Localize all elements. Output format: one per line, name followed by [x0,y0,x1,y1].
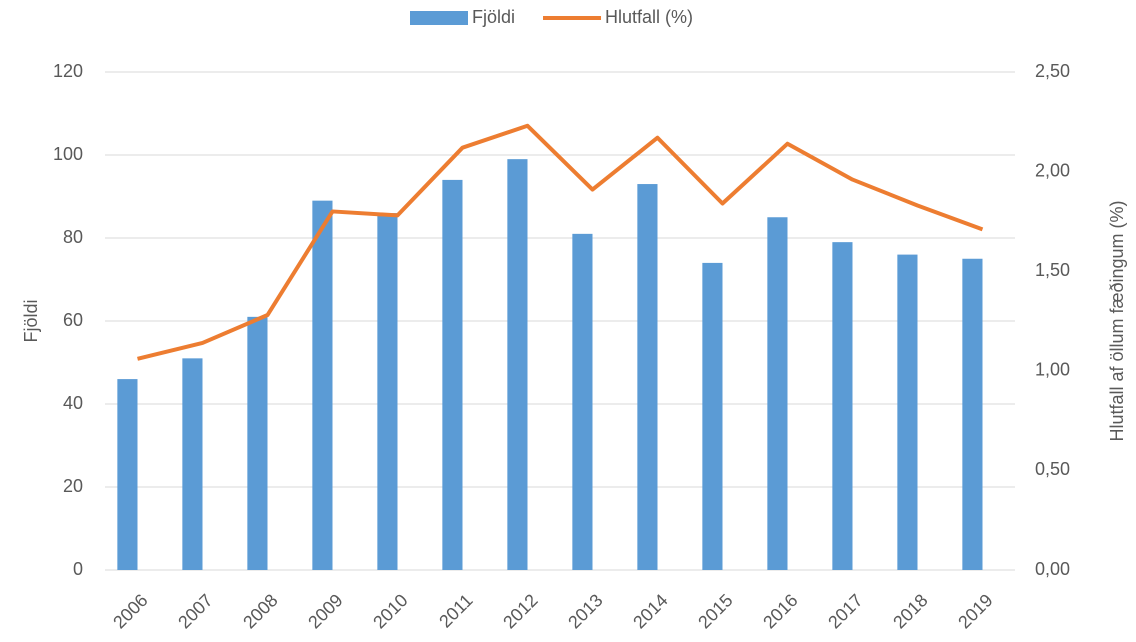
y-tick-label: 100 [53,144,83,164]
x-tick-label: 2013 [564,590,606,632]
bar [507,159,528,570]
bar [897,254,918,570]
y2-axis-title: Hlutfall af öllum fæðingum (%) [1107,200,1127,441]
bar [572,233,593,570]
x-tick-label: 2010 [369,590,411,632]
x-tick-label: 2008 [239,590,281,632]
y2-tick-label: 2,00 [1035,160,1070,180]
x-tick-label: 2006 [109,590,151,632]
x-tick-label: 2019 [954,590,996,632]
y2-tick-label: 0,00 [1035,559,1070,579]
legend-label: Fjöldi [472,7,515,27]
y2-tick-label: 0,50 [1035,459,1070,479]
x-tick-label: 2017 [824,590,866,632]
bar [702,262,723,570]
bar [962,258,983,570]
bar [247,316,268,570]
bar [832,242,853,570]
x-tick-label: 2015 [694,590,736,632]
x-tick-label: 2009 [304,590,346,632]
y2-tick-label: 1,50 [1035,260,1070,280]
legend-label: Hlutfall (%) [605,7,693,27]
x-tick-label: 2007 [174,590,216,632]
bar [312,200,333,570]
x-tick-label: 2016 [759,590,801,632]
x-tick-label: 2018 [889,590,931,632]
y-axis-title: Fjöldi [21,299,41,342]
y2-tick-label: 2,50 [1035,61,1070,81]
x-tick-label: 2014 [629,590,671,632]
x-tick-label: 2011 [435,590,477,632]
y-tick-label: 60 [63,310,83,330]
bar [637,184,658,571]
x-tick-label: 2012 [499,590,541,632]
y-tick-label: 120 [53,61,83,81]
bar [377,213,398,570]
y2-tick-label: 1,00 [1035,360,1070,380]
bar [117,379,138,570]
legend-swatch [410,11,468,25]
y-tick-label: 0 [73,559,83,579]
line [137,123,984,361]
y-tick-label: 20 [63,476,83,496]
bar [767,217,788,570]
bar [442,179,463,570]
y-tick-label: 80 [63,227,83,247]
y-tick-label: 40 [63,393,83,413]
bar [182,358,203,570]
